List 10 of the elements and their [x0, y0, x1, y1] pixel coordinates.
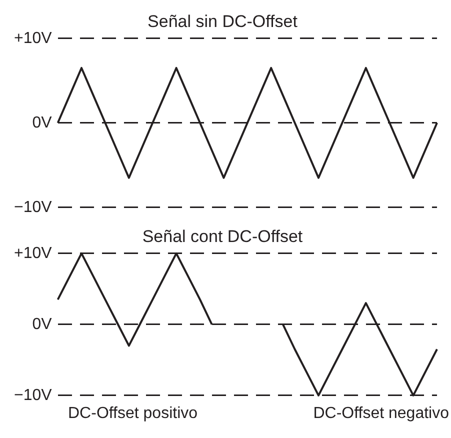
- y-tick-label: −10V: [14, 198, 52, 216]
- y-tick-label: +10V: [14, 244, 52, 262]
- y-tick-label: 0V: [32, 114, 52, 132]
- chart-title: Señal cont DC-Offset: [142, 226, 303, 246]
- y-tick-label: +10V: [14, 30, 52, 47]
- chart-title: Señal sin DC-Offset: [148, 12, 298, 31]
- y-tick-label: −10V: [14, 386, 52, 404]
- text: DC-Offset negativo: [313, 405, 449, 423]
- y-tick-label: 0V: [32, 316, 52, 333]
- text: DC-Offset positivo: [68, 405, 198, 423]
